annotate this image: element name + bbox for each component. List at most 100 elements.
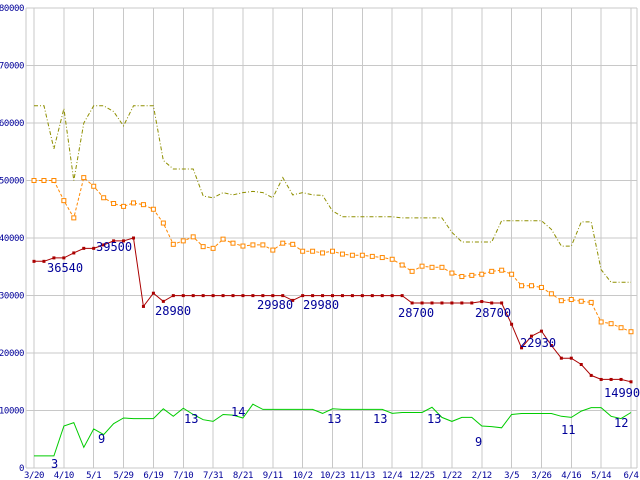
data-point-marker — [500, 301, 504, 305]
data-point-marker — [161, 299, 165, 303]
store-count-annotation: 9 — [98, 432, 105, 446]
data-point-marker — [200, 244, 206, 250]
price-annotation: 39500 — [96, 240, 132, 254]
data-point-marker — [121, 203, 127, 209]
data-point-marker — [460, 301, 464, 305]
data-point-marker — [101, 195, 107, 201]
data-point-marker — [430, 301, 434, 305]
data-point-marker — [530, 334, 533, 338]
data-point-marker — [520, 346, 524, 350]
y-tick-label: 40000 — [0, 234, 24, 244]
data-point-marker — [111, 201, 117, 206]
store-count-line — [34, 403, 632, 457]
data-point-marker — [380, 294, 384, 298]
data-point-marker — [151, 291, 155, 295]
x-tick-label: 5/29 — [114, 471, 134, 480]
data-point-marker — [331, 294, 334, 298]
data-point-marker — [160, 220, 166, 226]
y-tick-label: 60000 — [0, 119, 24, 129]
y-tick-label: 70000 — [0, 62, 24, 72]
data-point-marker — [42, 259, 46, 263]
data-point-marker — [211, 294, 215, 298]
data-point-marker — [260, 242, 266, 248]
data-point-marker — [628, 329, 634, 335]
data-point-marker — [191, 294, 195, 298]
data-point-marker — [220, 236, 226, 242]
data-point-marker — [41, 178, 47, 183]
x-tick-label: 4/10 — [54, 471, 74, 480]
data-point-marker — [71, 215, 77, 221]
store-count-annotation: 14 — [231, 405, 245, 419]
data-point-marker — [261, 294, 265, 298]
upper-price-line-path — [34, 105, 631, 283]
x-tick-label: 9/11 — [263, 471, 283, 480]
price-annotation: 14990 — [604, 386, 640, 400]
data-point-marker — [449, 270, 455, 276]
data-point-marker — [629, 380, 633, 384]
data-point-marker — [379, 255, 385, 261]
data-point-marker — [271, 294, 275, 298]
data-point-marker — [599, 377, 603, 381]
data-point-marker — [489, 268, 495, 274]
store-count-annotation: 13 — [427, 412, 441, 426]
data-point-marker — [210, 245, 216, 251]
grid — [25, 7, 638, 469]
data-point-marker — [409, 268, 415, 274]
x-tick-label: 2/12 — [472, 471, 492, 480]
lowest-price-line — [32, 236, 633, 384]
y-tick-label: 20000 — [0, 349, 24, 359]
data-point-marker — [330, 248, 335, 254]
data-point-marker — [32, 259, 36, 263]
data-point-marker — [439, 264, 445, 270]
data-point-marker — [122, 239, 126, 243]
data-point-marker — [270, 247, 276, 253]
data-point-marker — [181, 294, 185, 298]
data-point-marker — [102, 243, 106, 247]
x-tick-label: 5/1 — [86, 471, 101, 480]
store-count-annotation: 12 — [614, 416, 628, 430]
data-point-marker — [310, 248, 316, 254]
x-tick-label: 4/16 — [561, 471, 581, 480]
data-point-marker — [399, 262, 405, 268]
upper-price-line — [34, 105, 631, 283]
store-count-annotation: 9 — [475, 435, 482, 449]
data-point-marker — [558, 298, 564, 304]
x-tick-label: 6/4 — [623, 471, 638, 480]
data-point-marker — [459, 274, 465, 280]
data-point-marker — [420, 301, 424, 305]
data-point-marker — [291, 298, 295, 302]
x-tick-label: 8/21 — [233, 471, 253, 480]
price-annotation: 28700 — [475, 306, 511, 320]
data-point-marker — [251, 294, 255, 298]
data-point-marker — [410, 301, 414, 305]
data-point-marker — [479, 271, 485, 277]
middle-price-line — [31, 175, 634, 335]
data-point-marker — [578, 298, 584, 304]
data-point-marker — [290, 241, 296, 247]
data-point-marker — [539, 329, 543, 333]
data-point-marker — [280, 240, 286, 246]
data-point-marker — [31, 178, 37, 183]
data-point-marker — [360, 294, 364, 298]
store-count-annotation: 13 — [327, 412, 341, 426]
data-point-marker — [82, 246, 86, 250]
data-point-marker — [300, 248, 306, 254]
data-point-marker — [349, 252, 355, 258]
data-point-marker — [92, 246, 96, 250]
data-point-marker — [369, 253, 375, 259]
data-point-marker — [81, 175, 87, 181]
data-point-marker — [469, 272, 475, 278]
store-count-annotation: 13 — [373, 412, 387, 426]
data-point-marker — [190, 234, 196, 240]
x-tick-label: 10/23 — [320, 471, 345, 480]
data-point-marker — [370, 294, 374, 298]
annotations: 36540 39500 28980 29980 29980 28700 28700 22930… — [47, 240, 640, 471]
price-annotation: 28700 — [398, 306, 434, 320]
x-tick-label: 6/19 — [143, 471, 163, 480]
data-point-marker — [510, 322, 514, 326]
data-point-marker — [250, 242, 256, 248]
price-annotation: 28980 — [155, 304, 191, 318]
data-point-marker — [450, 301, 454, 305]
store-count-line-path — [34, 403, 632, 457]
